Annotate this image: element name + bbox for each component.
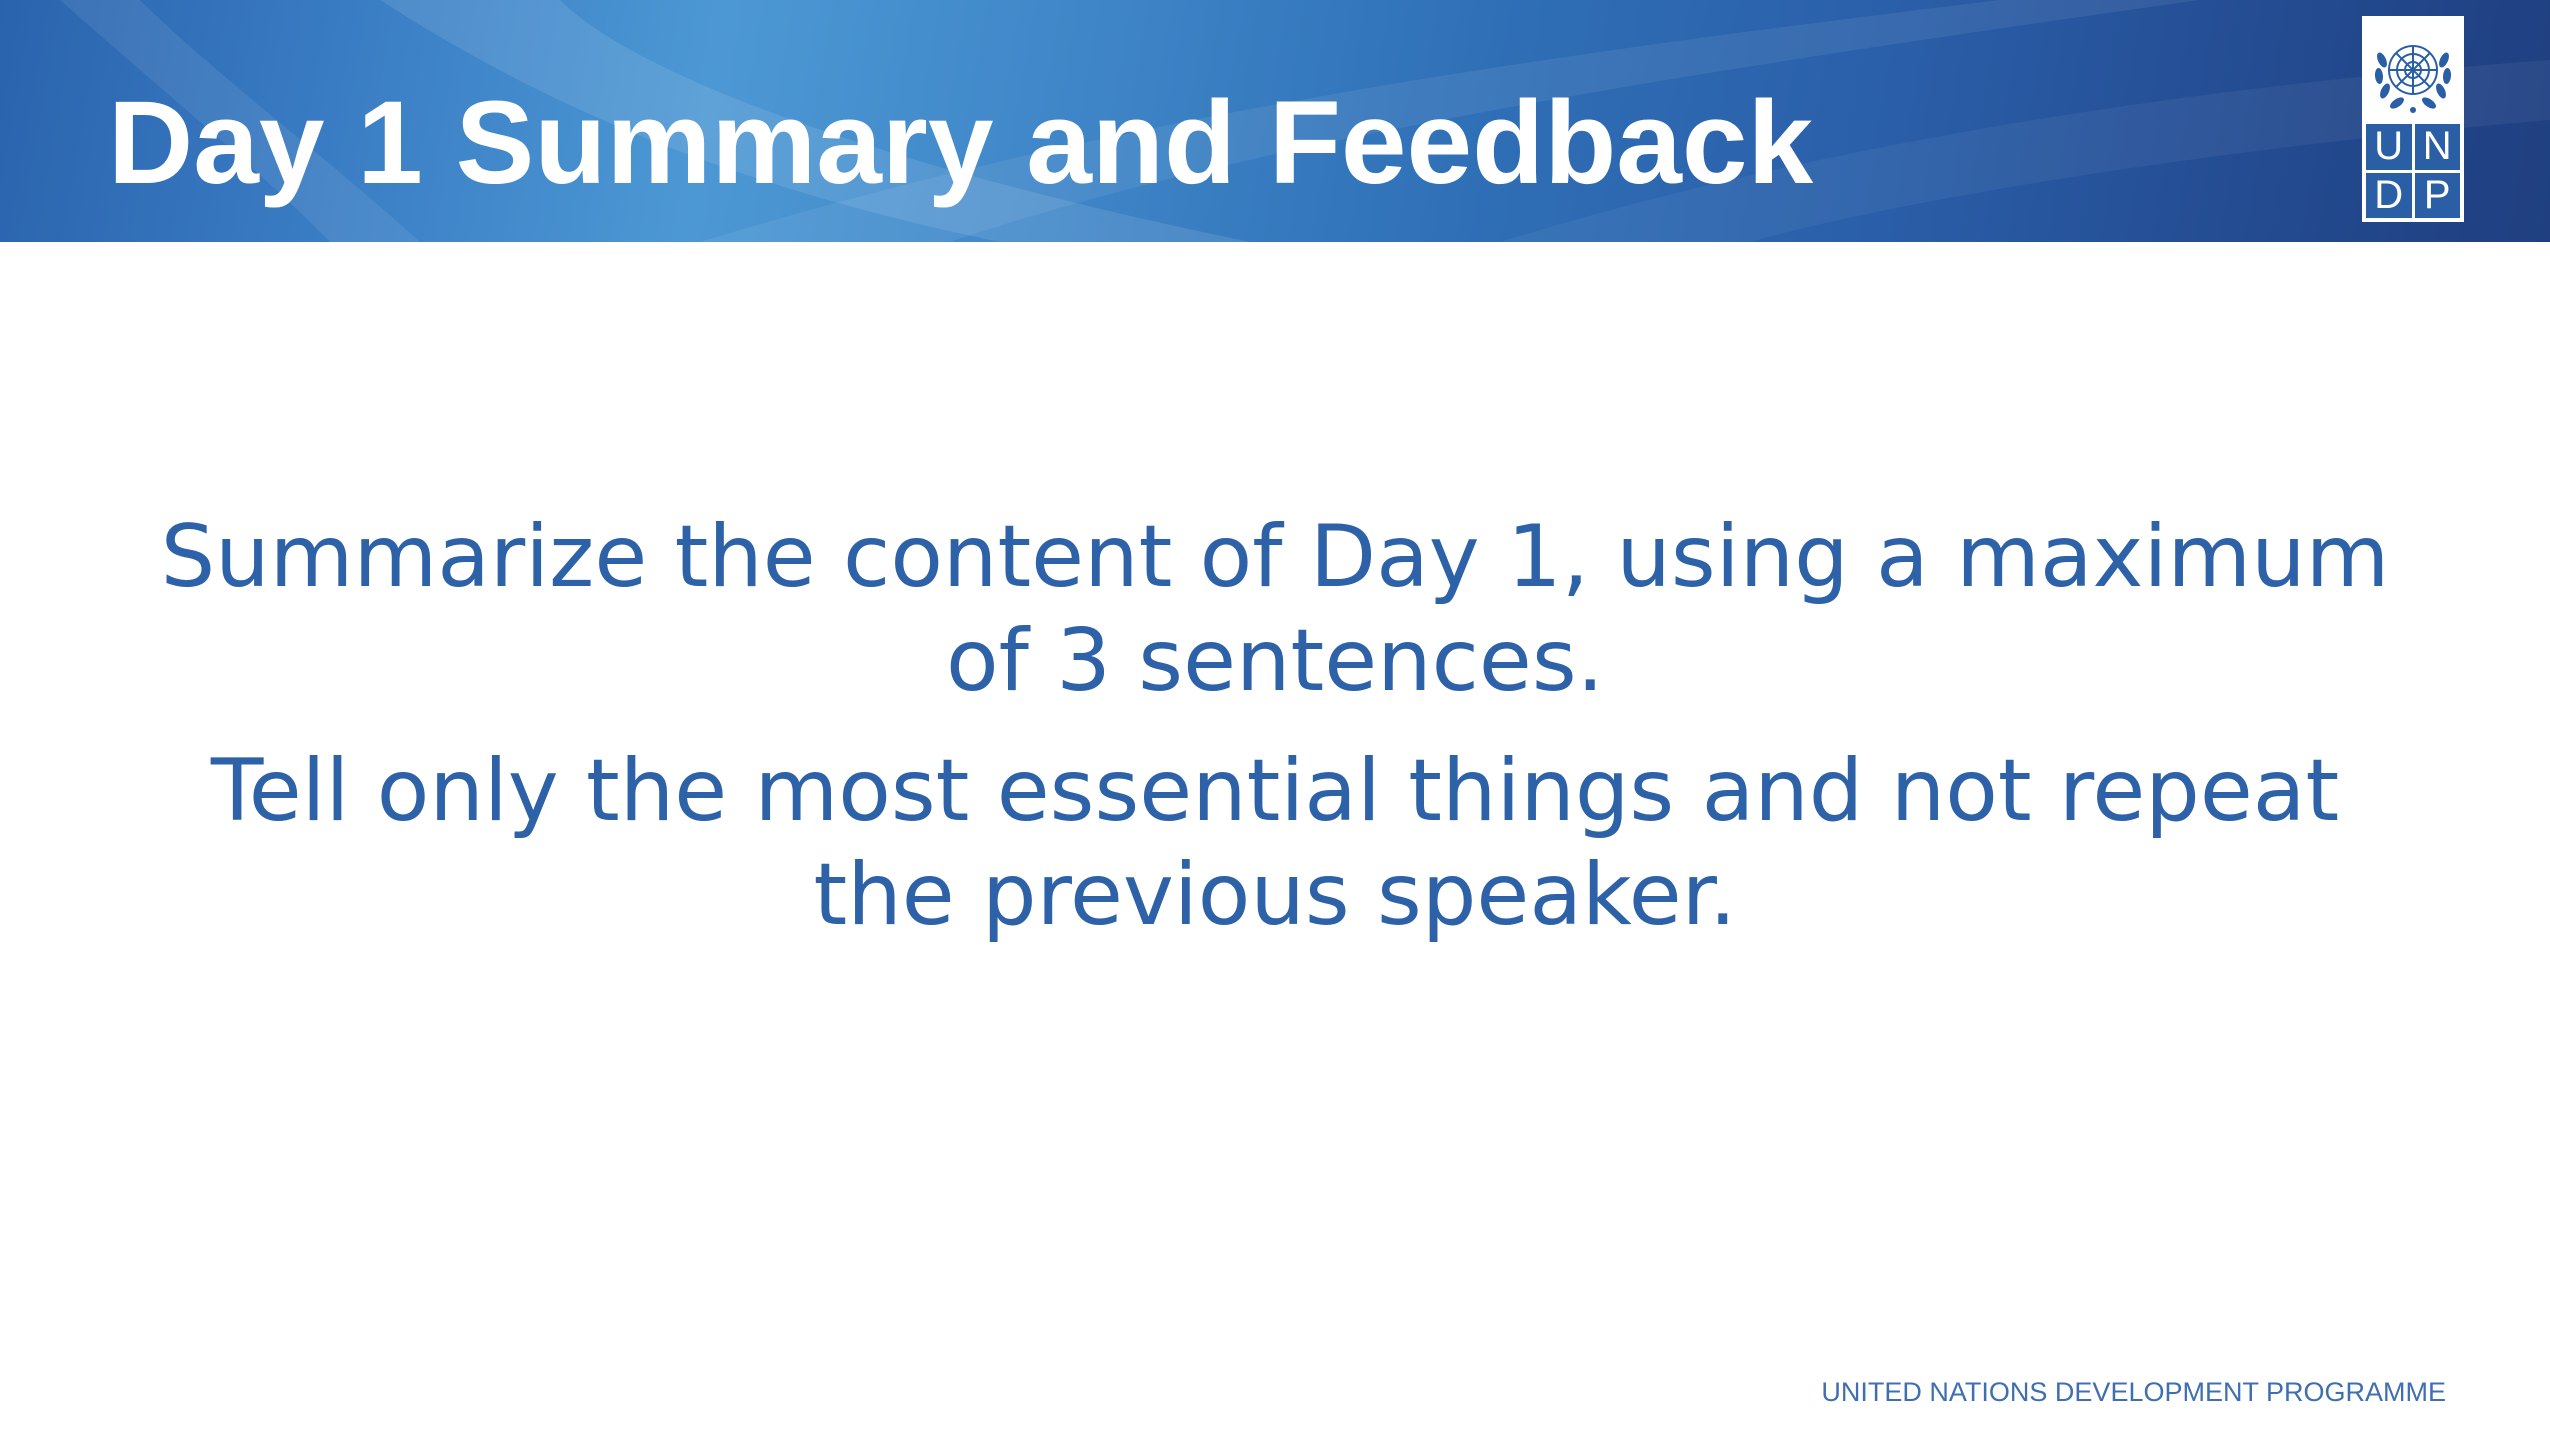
instruction-paragraph-1: Summarize the content of Day 1, using a … — [160, 507, 2390, 711]
logo-letter-p: P — [2414, 172, 2460, 218]
title-banner: Day 1 Summary and Feedback — [0, 0, 2550, 242]
logo-letter-d: D — [2366, 172, 2412, 218]
un-emblem-icon — [2374, 45, 2452, 113]
logo-letter-n: N — [2414, 124, 2460, 170]
banner-wave-decoration — [60, 0, 2550, 242]
footer-organization-name: UNITED NATIONS DEVELOPMENT PROGRAMME — [1821, 1377, 2446, 1407]
undp-letter-grid: U N D P — [2366, 124, 2460, 218]
instruction-paragraph-2: Tell only the most essential things and … — [210, 741, 2340, 945]
logo-letter-u: U — [2366, 124, 2412, 170]
undp-logo: U N D P — [2362, 16, 2464, 222]
slide-body: Summarize the content of Day 1, using a … — [150, 505, 2400, 973]
slide-title: Day 1 Summary and Feedback — [108, 77, 1814, 209]
